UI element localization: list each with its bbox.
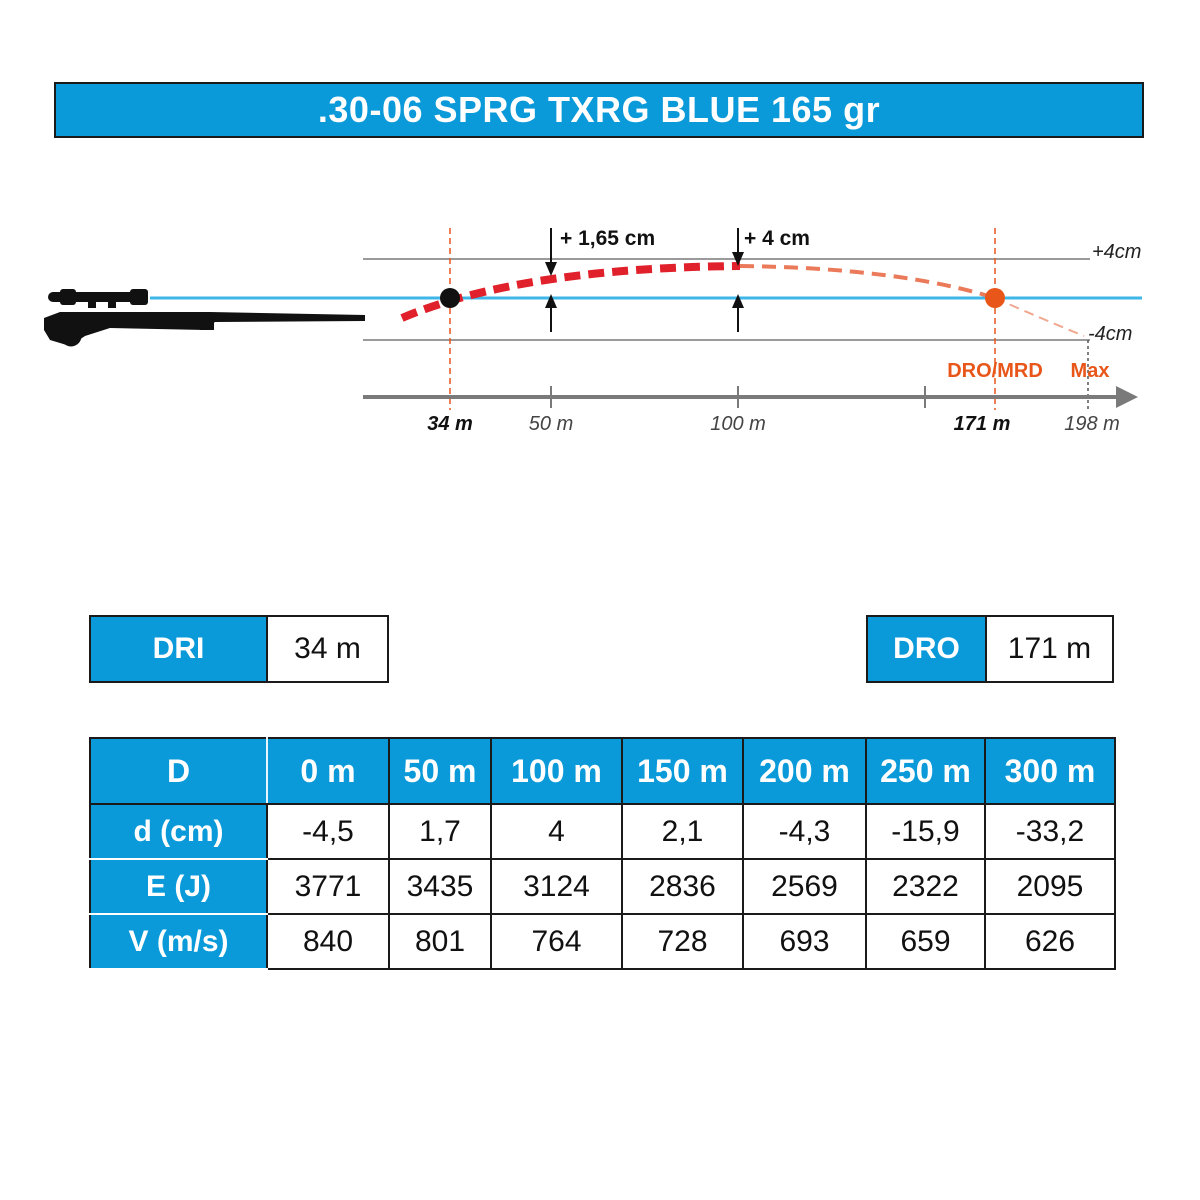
- table-cell: 840: [266, 913, 390, 970]
- table-cell: 659: [865, 913, 986, 970]
- table-cell: 2,1: [621, 803, 744, 860]
- trajectory-curve-tail: [994, 297, 1085, 337]
- table-header-cell: 0 m: [266, 737, 390, 805]
- trajectory-diagram: +4cm -4cm + 1,65 cm + 4 cm DRO/MRD Max 3…: [44, 227, 1142, 435]
- row-label-drop: d (cm): [89, 803, 268, 860]
- dro-mrd-label: DRO/MRD: [947, 360, 1043, 382]
- arrow-down-50-head: [545, 262, 557, 276]
- minus-limit-label: -4cm: [1088, 323, 1132, 345]
- table-header-cell: 50 m: [388, 737, 492, 805]
- rifle-icon: [44, 289, 365, 347]
- distance-axis-arrow-icon: [1116, 386, 1138, 408]
- table-cell: -4,3: [742, 803, 867, 860]
- row-label-energy: E (J): [89, 858, 268, 915]
- dro-value: 171 m: [987, 617, 1112, 681]
- table-header-cell: 300 m: [984, 737, 1116, 805]
- table-cell: 2836: [621, 858, 744, 915]
- dro-label: DRO: [868, 617, 987, 681]
- axis-label-dro: 171 m: [954, 413, 1011, 435]
- axis-label-dri: 34 m: [427, 413, 473, 435]
- dri-point: [440, 288, 460, 308]
- table-row: d (cm) -4,5 1,7 4 2,1 -4,3 -15,9 -33,2: [89, 803, 1116, 860]
- table-cell: 4: [490, 803, 623, 860]
- table-cell: -33,2: [984, 803, 1116, 860]
- table-cell: 3771: [266, 858, 390, 915]
- table-cell: 801: [388, 913, 492, 970]
- title-banner: .30-06 SPRG TXRG BLUE 165 gr: [54, 82, 1144, 138]
- table-header-cell: 250 m: [865, 737, 986, 805]
- table-cell: 728: [621, 913, 744, 970]
- rise-50-label: + 1,65 cm: [560, 227, 655, 250]
- dri-label: DRI: [91, 617, 268, 681]
- table-header-cell: 150 m: [621, 737, 744, 805]
- table-cell: 626: [984, 913, 1116, 970]
- dro-point: [985, 288, 1005, 308]
- row-label-velocity: V (m/s): [89, 913, 268, 970]
- table-cell: 693: [742, 913, 867, 970]
- table-cell: 2322: [865, 858, 986, 915]
- arrow-up-50-head: [545, 294, 557, 308]
- max-label: Max: [1071, 360, 1110, 382]
- table-cell: 1,7: [388, 803, 492, 860]
- table-cell: 2569: [742, 858, 867, 915]
- table-cell: -4,5: [266, 803, 390, 860]
- table-header-cell: 200 m: [742, 737, 867, 805]
- page-title: .30-06 SPRG TXRG BLUE 165 gr: [317, 89, 881, 130]
- arrow-down-100-head: [732, 252, 744, 266]
- dro-box: DRO 171 m: [866, 615, 1114, 683]
- table-cell: 2095: [984, 858, 1116, 915]
- plus-limit-label: +4cm: [1092, 241, 1141, 263]
- arrow-up-100-head: [732, 294, 744, 308]
- table-cell: 3435: [388, 858, 492, 915]
- dri-box: DRI 34 m: [89, 615, 389, 683]
- dri-value: 34 m: [268, 617, 387, 681]
- trajectory-curve-fading: [739, 264, 996, 300]
- axis-label-max: 198 m: [1064, 413, 1120, 435]
- trajectory-curve: [400, 262, 741, 322]
- axis-label-50: 50 m: [529, 413, 573, 435]
- table-cell: -15,9: [865, 803, 986, 860]
- ballistics-table: D 0 m 50 m 100 m 150 m 200 m 250 m 300 m…: [89, 737, 1116, 970]
- axis-label-100: 100 m: [710, 413, 766, 435]
- table-header-cell: D: [89, 737, 268, 805]
- table-cell: 3124: [490, 858, 623, 915]
- table-header-row: D 0 m 50 m 100 m 150 m 200 m 250 m 300 m: [89, 737, 1116, 805]
- table-row: E (J) 3771 3435 3124 2836 2569 2322 2095: [89, 858, 1116, 915]
- rise-100-label: + 4 cm: [744, 227, 810, 250]
- table-header-cell: 100 m: [490, 737, 623, 805]
- table-cell: 764: [490, 913, 623, 970]
- table-row: V (m/s) 840 801 764 728 693 659 626: [89, 913, 1116, 970]
